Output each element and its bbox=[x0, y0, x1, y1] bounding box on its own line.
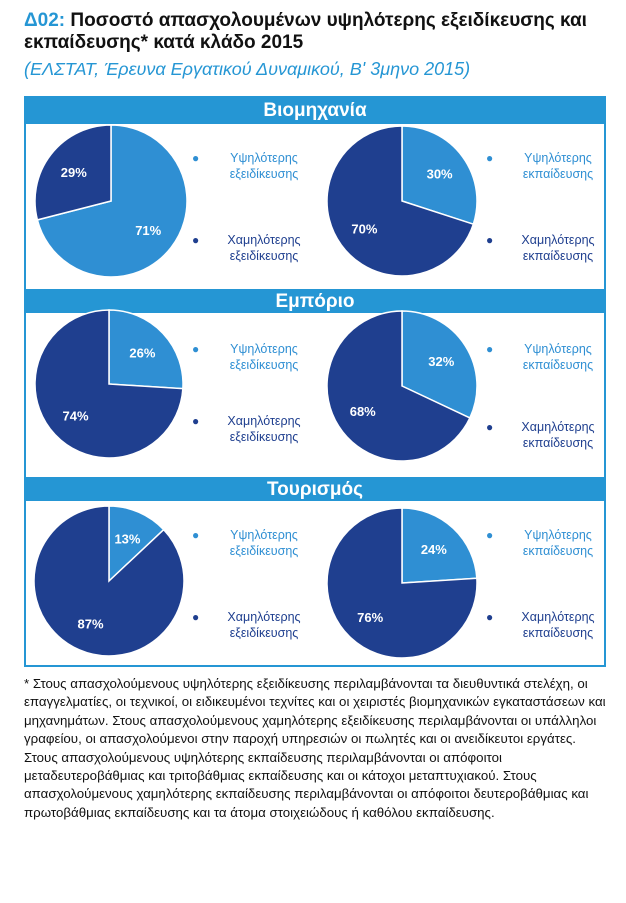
pie-slice bbox=[34, 309, 184, 459]
pie-slice bbox=[36, 124, 188, 278]
panel-title: Βιομηχανία bbox=[26, 98, 604, 124]
legend-high: Υψηλότερης εξειδίκευσης bbox=[229, 342, 299, 372]
chart-title-text: Ποσοστό απασχολουμένων υψηλότερης εξειδί… bbox=[24, 10, 587, 53]
pie-data-label: 87% bbox=[78, 617, 104, 632]
legend-bullet-icon: ● bbox=[486, 151, 494, 165]
pie-slice bbox=[108, 309, 184, 390]
pie-data-label: 13% bbox=[114, 531, 140, 546]
legend-bullet-icon: ● bbox=[486, 610, 494, 624]
pie-data-label: 26% bbox=[129, 346, 155, 361]
pie-slice bbox=[326, 507, 478, 659]
chart-code: Δ02: bbox=[24, 10, 66, 31]
panel-title: Εμπόριο bbox=[26, 291, 604, 313]
pie-slice bbox=[401, 507, 478, 584]
legend-low: Χαμηλότερης εκπαίδευσης bbox=[521, 233, 595, 263]
legend-high: Υψηλότερης εκπαίδευσης bbox=[522, 151, 594, 181]
pie-data-label: 30% bbox=[427, 167, 453, 182]
pie-chart-industry-education: 30% 70% bbox=[326, 125, 478, 277]
panel-title: Τουρισμός bbox=[26, 479, 604, 501]
legend-bullet-icon: ● bbox=[486, 420, 494, 434]
legend-low: Χαμηλότερης εξειδίκευσης bbox=[227, 414, 301, 444]
pie-chart-tourism-skill: 13% 87% bbox=[33, 505, 185, 657]
legend-bullet-icon: ● bbox=[192, 610, 200, 624]
legend-bullet-icon: ● bbox=[486, 233, 494, 247]
legend-bullet-icon: ● bbox=[192, 528, 200, 542]
pie-chart-commerce-skill: 26% 74% bbox=[34, 309, 184, 459]
pie-slice bbox=[33, 505, 185, 657]
pie-slice bbox=[401, 310, 478, 419]
legend-high: Υψηλότερης εξειδίκευσης bbox=[229, 528, 299, 558]
legend-bullet-icon: ● bbox=[192, 151, 200, 165]
pie-chart-industry-skill: 71% 29% bbox=[34, 124, 188, 278]
legend-low: Χαμηλότερης εξειδίκευσης bbox=[227, 610, 301, 640]
pie-data-label: 32% bbox=[428, 354, 454, 369]
legend-bullet-icon: ● bbox=[192, 342, 200, 356]
pie-data-label: 76% bbox=[357, 610, 383, 625]
pie-slice bbox=[326, 310, 471, 462]
legend-bullet-icon: ● bbox=[192, 414, 200, 428]
pie-data-label: 24% bbox=[421, 542, 447, 557]
pie-chart-commerce-education: 32% 68% bbox=[326, 310, 478, 462]
pie-slice bbox=[108, 505, 165, 583]
legend-low: Χαμηλότερης εκπαίδευσης bbox=[521, 420, 595, 450]
pie-data-label: 68% bbox=[350, 404, 376, 419]
chart-subtitle: (ΕΛΣΤΑΤ, Έρευνα Εργατικού Δυναμικού, Β' … bbox=[24, 59, 471, 79]
pie-data-label: 71% bbox=[135, 223, 161, 238]
pie-data-label: 70% bbox=[351, 221, 377, 236]
legend-bullet-icon: ● bbox=[486, 342, 494, 356]
legend-high: Υψηλότερης εξειδίκευσης bbox=[229, 151, 299, 181]
pie-slice bbox=[326, 125, 475, 277]
footnote: * Στους απασχολούμενους υψηλότερης εξειδ… bbox=[24, 676, 606, 820]
chart-title: Δ02: Ποσοστό απασχολουμένων υψηλότερης ε… bbox=[24, 10, 614, 54]
legend-low: Χαμηλότερης εκπαίδευσης bbox=[521, 610, 595, 640]
pie-slice bbox=[34, 124, 112, 221]
pie-data-label: 29% bbox=[61, 165, 87, 180]
legend-high: Υψηλότερης εκπαίδευσης bbox=[522, 528, 594, 558]
pie-chart-tourism-education: 24% 76% bbox=[326, 507, 478, 659]
legend-bullet-icon: ● bbox=[486, 528, 494, 542]
pie-data-label: 74% bbox=[63, 408, 89, 423]
legend-high: Υψηλότερης εκπαίδευσης bbox=[522, 342, 594, 372]
legend-low: Χαμηλότερης εξειδίκευσης bbox=[227, 233, 301, 263]
pie-slice bbox=[401, 125, 478, 226]
legend-bullet-icon: ● bbox=[192, 233, 200, 247]
